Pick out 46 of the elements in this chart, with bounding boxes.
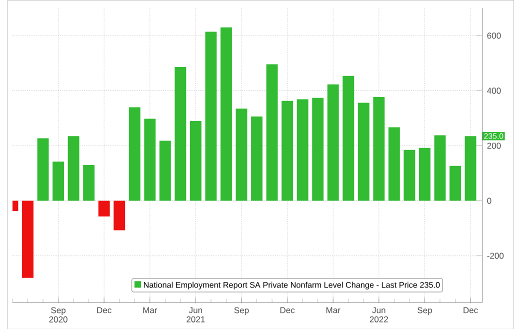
- legend-label: National Employment Report SA Private Nonfarm Level Change - Last Price 235.0: [144, 282, 440, 290]
- bar: [68, 136, 80, 201]
- bar: [236, 108, 248, 201]
- x-tick-label: Mar: [143, 307, 158, 313]
- bar: [358, 102, 370, 201]
- bar: [174, 66, 186, 201]
- bar: [22, 200, 34, 278]
- x-tick-label: Jun 2022: [370, 307, 388, 322]
- bar: [52, 161, 64, 201]
- bar: [144, 118, 156, 201]
- bar: [388, 127, 400, 201]
- bar: [312, 98, 324, 201]
- bar: [373, 96, 385, 201]
- bar: [37, 138, 49, 201]
- x-tick-label: Jun 2021: [186, 307, 205, 322]
- bar: [83, 164, 95, 201]
- x-tick-label: Dec: [464, 307, 478, 313]
- y-tick-label: 600: [487, 32, 501, 38]
- bar: [464, 136, 476, 201]
- y-tick-label: 0: [487, 198, 492, 204]
- bar: [404, 150, 416, 201]
- y-tick-label: 200: [487, 142, 501, 149]
- bar: [159, 140, 171, 201]
- x-tick-label: Sep 2020: [49, 307, 68, 322]
- bar: [220, 27, 232, 201]
- bar: [251, 116, 262, 201]
- x-tick-label: Dec: [97, 307, 112, 313]
- bar: [282, 100, 294, 201]
- x-tick-label: Sep: [234, 307, 249, 315]
- bar: [128, 106, 140, 201]
- bar: [327, 84, 339, 201]
- y-tick-label: -200: [487, 252, 504, 259]
- x-tick-label: Sep: [418, 307, 432, 315]
- bar: [418, 148, 430, 201]
- bar: [434, 135, 446, 201]
- bar: [114, 200, 126, 230]
- x-tick-label: Mar: [326, 307, 340, 313]
- y-tick-label: 400: [487, 87, 501, 94]
- bar: [296, 99, 308, 201]
- bar: [342, 76, 354, 201]
- x-tick-label: Dec: [280, 307, 295, 313]
- bar: [266, 64, 278, 201]
- bar: [98, 200, 110, 216]
- bar: [450, 166, 461, 201]
- bar: [190, 120, 202, 201]
- bar: [205, 32, 217, 201]
